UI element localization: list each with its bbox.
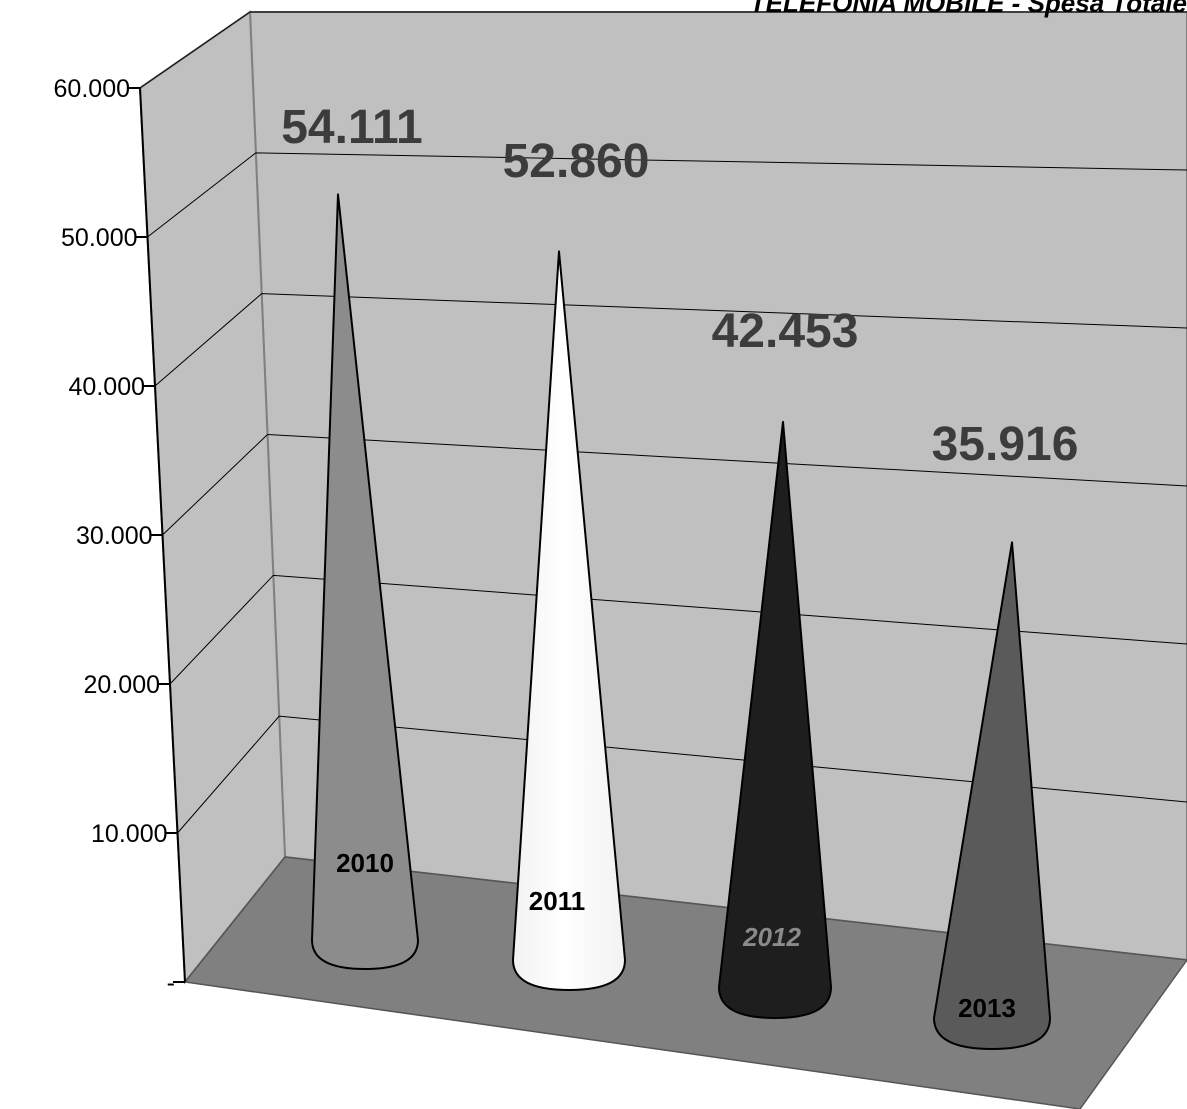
gridline [177,715,1187,834]
floor [183,856,1187,1109]
value-label-2012: 42.453 [712,305,859,358]
category-label-2010: 2010 [336,848,394,878]
y-tick-label: 60.000 [54,75,130,103]
cone-2012 [718,420,832,1019]
value-label-2013: 35.916 [932,418,1079,471]
y-tick-label: 10.000 [91,820,167,848]
y-axis: - 10.000 20.000 30.000 40.000 50.000 60.000 [54,75,186,997]
chart-title: TELEFONIA MOBILE - Spesa Totale [750,0,1187,18]
category-label-2011: 2011 [529,886,585,916]
gridline [169,574,1187,685]
value-label-2010: 54.111 [281,101,423,154]
gridlines [139,11,1187,834]
y-tick-label: - [167,969,175,997]
category-label-2012: 2012 [742,922,801,952]
cone-2011 [512,250,626,991]
gridline [139,11,1187,89]
y-tick-label: 40.000 [69,373,145,401]
value-labels: 54.111 52.860 42.453 35.916 [281,101,1078,471]
gridline [147,152,1187,238]
value-label-2011: 52.860 [503,135,650,188]
cone-2013 [933,541,1051,1050]
cones [311,193,1051,1050]
gridline [154,293,1187,387]
y-tick-label: 50.000 [61,224,137,252]
y-tick-label: 20.000 [84,671,160,699]
category-labels: 2010 2011 2012 2013 [336,848,1016,1023]
category-label-2013: 2013 [958,993,1016,1023]
gridline [162,433,1187,536]
cone-2010 [311,193,419,970]
y-tick-label: 30.000 [76,522,152,550]
